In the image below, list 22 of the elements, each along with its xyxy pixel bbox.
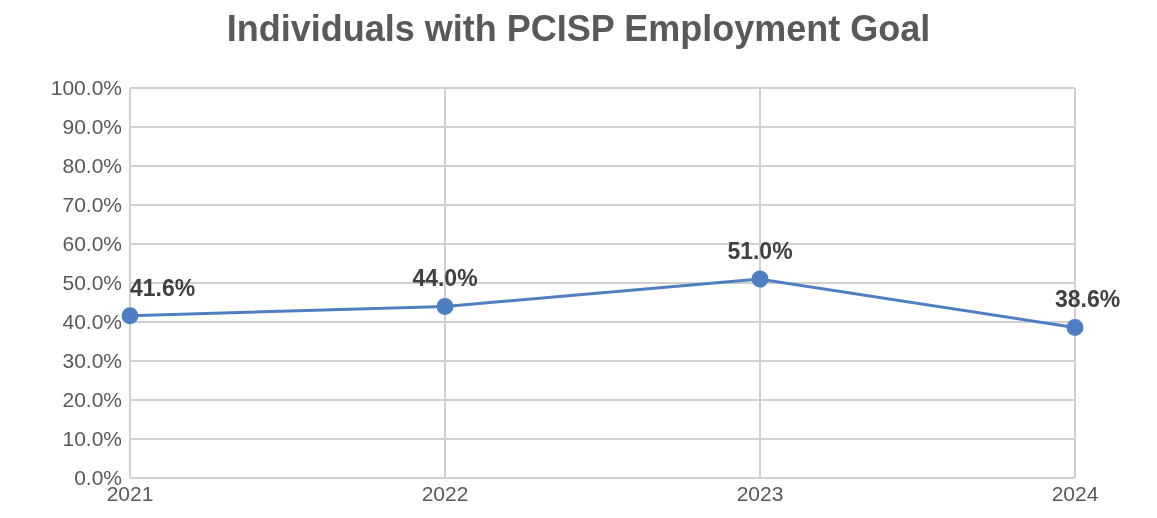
y-tick-label: 80.0% xyxy=(62,154,122,178)
y-tick-label: 60.0% xyxy=(62,232,122,256)
y-tick-label: 90.0% xyxy=(62,115,122,139)
y-tick-label: 20.0% xyxy=(62,388,122,412)
data-label: 41.6% xyxy=(130,274,196,301)
y-tick-label: 70.0% xyxy=(62,193,122,217)
chart-title: Individuals with PCISP Employment Goal xyxy=(225,8,932,50)
y-tick-label: 40.0% xyxy=(62,310,122,334)
data-label: 38.6% xyxy=(1055,286,1121,313)
y-tick-label: 30.0% xyxy=(62,349,122,373)
point xyxy=(436,297,454,315)
y-tick-label: 100.0% xyxy=(50,76,122,100)
x-tick-label: 2024 xyxy=(1051,481,1099,505)
y-tick-label: 50.0% xyxy=(62,271,122,295)
point xyxy=(1066,318,1084,336)
y-tick-label: 10.0% xyxy=(62,427,122,451)
point xyxy=(751,270,769,288)
x-tick-label: 2022 xyxy=(421,481,469,505)
point xyxy=(121,307,139,325)
x-tick-label: 2023 xyxy=(736,481,784,505)
data-label: 51.0% xyxy=(727,238,793,265)
data-label: 44.0% xyxy=(412,265,478,292)
